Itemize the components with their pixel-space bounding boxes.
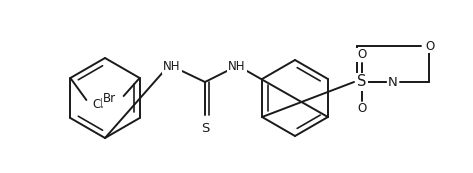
Text: Br: Br [103, 93, 116, 106]
Text: N: N [388, 75, 398, 89]
Text: Cl: Cl [93, 98, 104, 112]
Text: NH: NH [163, 61, 181, 74]
Text: NH: NH [228, 61, 246, 74]
Text: O: O [425, 39, 435, 52]
Text: S: S [201, 122, 209, 135]
Text: O: O [358, 48, 367, 61]
Text: O: O [358, 102, 367, 116]
Text: S: S [357, 75, 367, 89]
